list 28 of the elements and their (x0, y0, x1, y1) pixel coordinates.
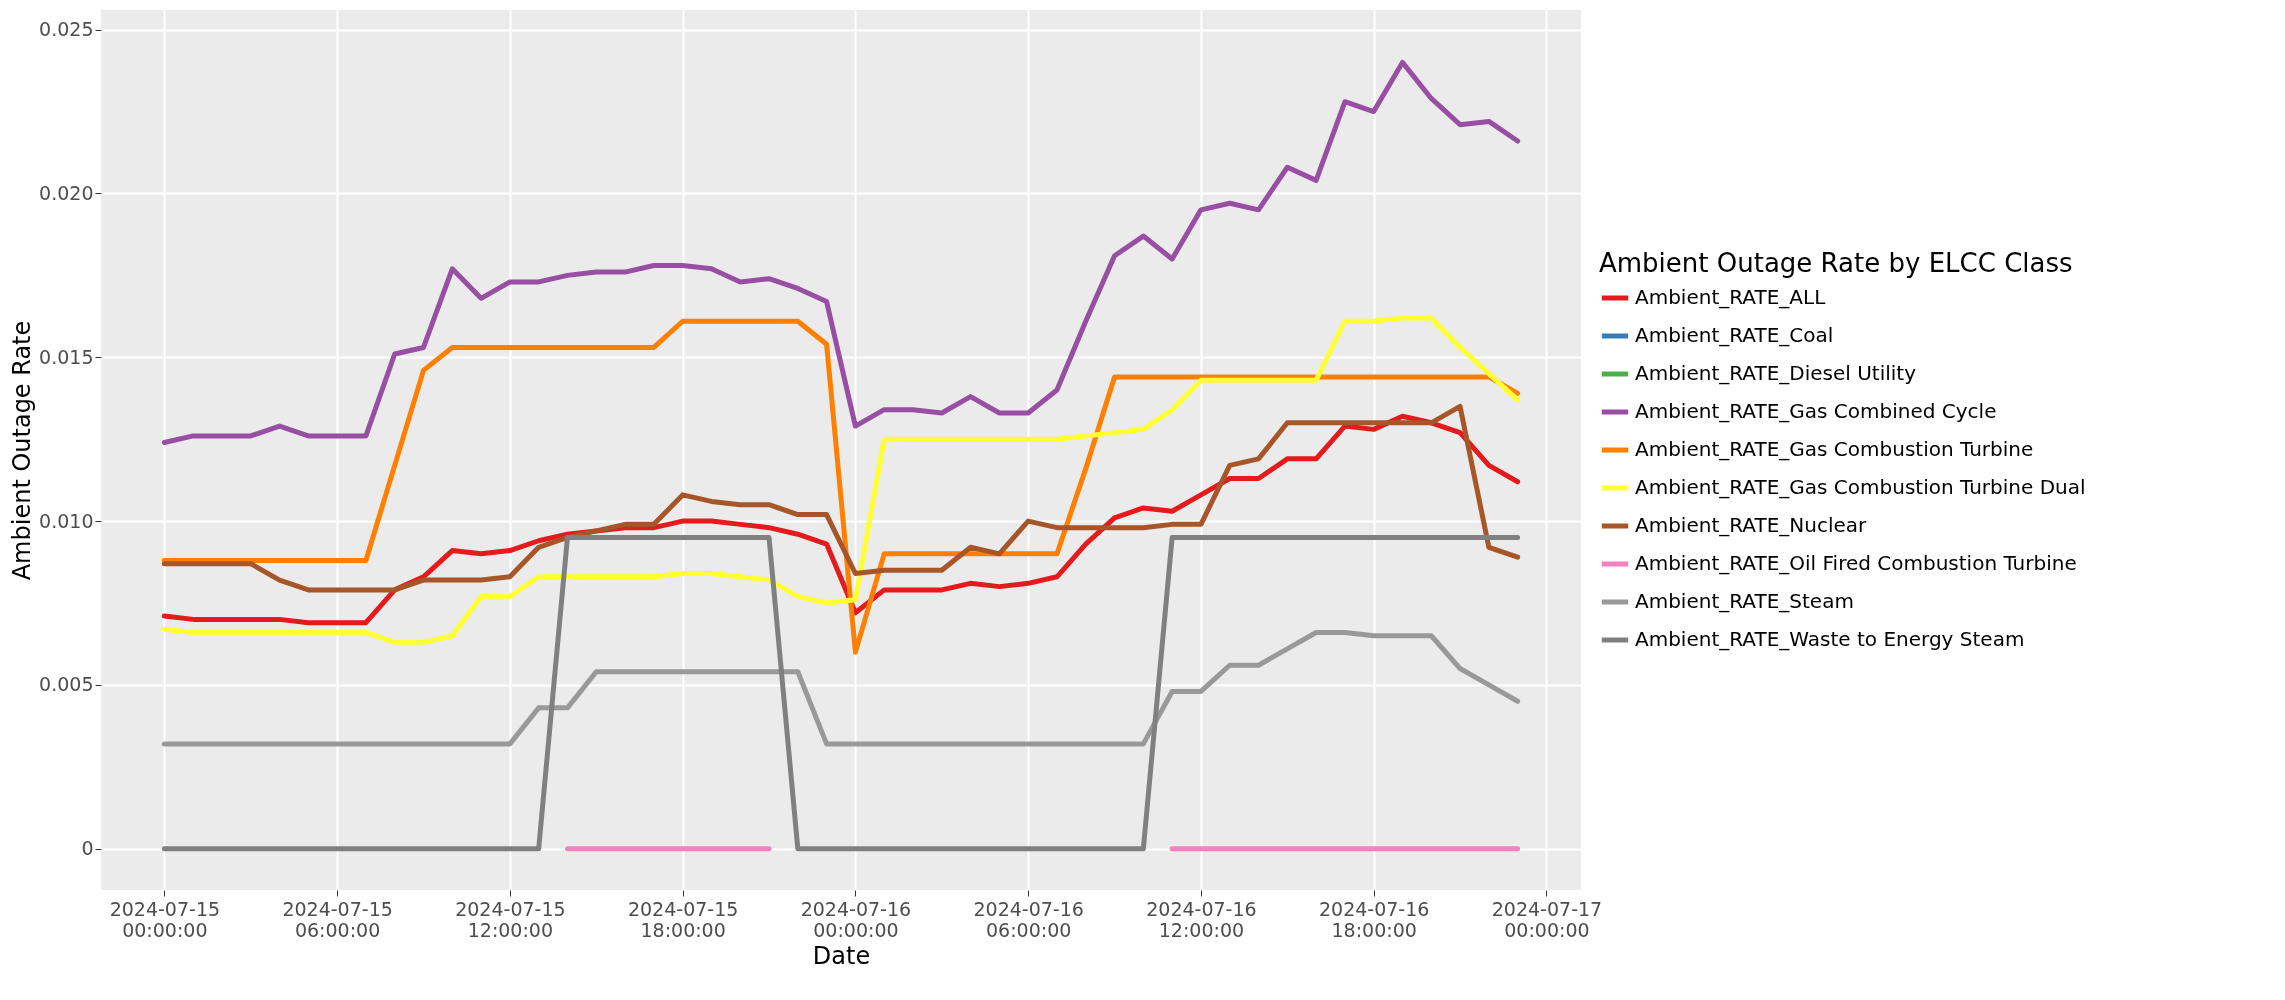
legend-label: Ambient_RATE_Coal (1635, 323, 1834, 347)
x-tick-label: 2024-07-17 00:00:00 (1491, 897, 1603, 941)
legend-label: Ambient_RATE_Gas Combustion Turbine (1635, 437, 2034, 461)
y-tick-label: 0.005 (39, 673, 94, 696)
x-tick-label: 2024-07-15 18:00:00 (627, 897, 739, 941)
x-tick-label: 2024-07-15 00:00:00 (109, 897, 221, 941)
y-tick-label: 0.010 (39, 509, 94, 532)
legend-label: Ambient_RATE_Steam (1635, 589, 1854, 613)
legend-label: Ambient_RATE_Gas Combined Cycle (1635, 399, 1997, 423)
x-tick-label: 2024-07-16 18:00:00 (1318, 897, 1430, 941)
x-tick-label: 2024-07-15 12:00:00 (455, 897, 566, 941)
legend-label: Ambient_RATE_ALL (1635, 285, 1827, 309)
legend-label: Ambient_RATE_Oil Fired Combustion Turbine (1635, 551, 2077, 575)
y-tick-label: 0.025 (39, 18, 94, 41)
y-tick-label: 0 (81, 837, 94, 860)
x-tick-label: 2024-07-16 06:00:00 (973, 897, 1084, 941)
x-tick-label: 2024-07-16 00:00:00 (800, 897, 912, 941)
x-tick-label: 2024-07-16 12:00:00 (1146, 897, 1257, 941)
legend-label: Ambient_RATE_Waste to Energy Steam (1635, 627, 2025, 651)
y-tick-label: 0.015 (39, 345, 94, 368)
legend-title: Ambient Outage Rate by ELCC Class (1599, 248, 2073, 278)
x-tick-label: 2024-07-15 06:00:00 (282, 897, 393, 941)
legend-label: Ambient_RATE_Diesel Utility (1635, 361, 1917, 385)
legend-label: Ambient_RATE_Gas Combustion Turbine Dual (1635, 475, 2086, 499)
legend-label: Ambient_RATE_Nuclear (1635, 513, 1868, 537)
x-axis-title: Date (812, 941, 871, 970)
y-axis-title: Ambient Outage Rate (8, 320, 37, 581)
y-tick-label: 0.020 (39, 181, 94, 204)
